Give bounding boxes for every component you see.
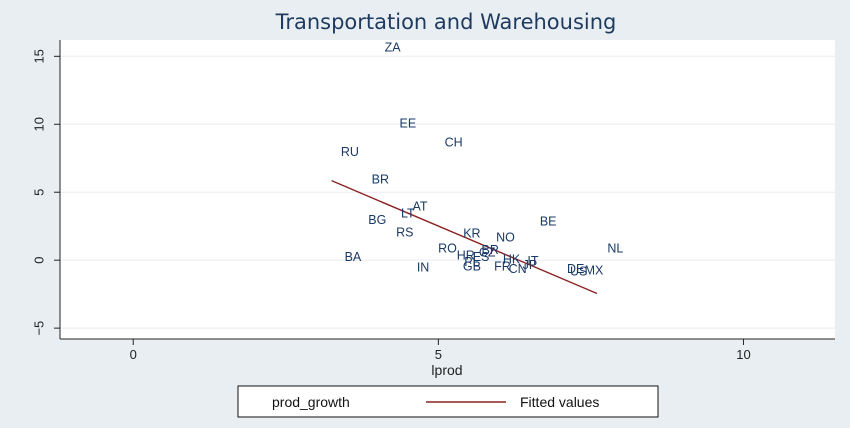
x-tick-label: 0 [130, 347, 137, 362]
y-tick-label: 0 [31, 257, 46, 264]
legend-label-prod-growth: prod_growth [272, 394, 350, 410]
y-tick-label: 15 [31, 49, 46, 63]
point-label-cn: CN [509, 262, 527, 276]
axes: −5 0 5 10 15 0 5 10 [31, 40, 835, 362]
legend: prod_growth Fitted values [237, 385, 659, 418]
point-label-br: BR [372, 172, 389, 186]
point-label-us: US [570, 265, 587, 279]
y-tick-label: 5 [31, 189, 46, 196]
point-label-lt: LT [401, 206, 415, 220]
point-label-za: ZA [385, 40, 402, 54]
point-label-ee: EE [399, 117, 416, 131]
x-axis-label: lprod [431, 362, 462, 378]
point-label-it: IT [527, 254, 538, 268]
point-label-be: BE [540, 214, 557, 228]
point-label-gb: GB [463, 259, 481, 273]
point-label-hk: HK [503, 252, 521, 266]
point-label-es: ES [473, 250, 490, 264]
point-label-br: BR [482, 243, 499, 257]
point-label-ro: RO [438, 242, 457, 256]
y-tick-label: −5 [31, 321, 46, 336]
point-label-jp: JP [523, 258, 538, 272]
point-label-ba: BA [345, 250, 362, 264]
point-label-bg: BG [368, 213, 386, 227]
point-label-no: NO [496, 231, 515, 245]
point-label-de: DE [567, 262, 584, 276]
fitted-values-line [331, 180, 598, 295]
gridlines [60, 55, 835, 329]
point-label-kr: KR [463, 227, 480, 241]
point-label-fr: FR [494, 259, 511, 273]
point-label-ch: CH [445, 136, 463, 150]
point-label-cz: CZ [479, 246, 496, 260]
x-tick-label: 5 [435, 347, 442, 362]
point-label-pl: PL [464, 255, 479, 269]
point-label-hr: HR [457, 248, 475, 262]
y-tick-label: 10 [31, 117, 46, 131]
point-label-in: IN [417, 261, 430, 275]
point-label-nl: NL [607, 242, 623, 256]
chart-title: Transportation and Warehousing [275, 10, 617, 34]
point-label-at: AT [413, 199, 428, 213]
plot-area [60, 40, 835, 339]
point-label-rs: RS [396, 225, 413, 239]
point-label-ru: RU [341, 145, 359, 159]
legend-label-fitted-values: Fitted values [520, 394, 599, 410]
x-tick-label: 10 [736, 347, 750, 362]
point-label-mx: MX [585, 263, 604, 277]
